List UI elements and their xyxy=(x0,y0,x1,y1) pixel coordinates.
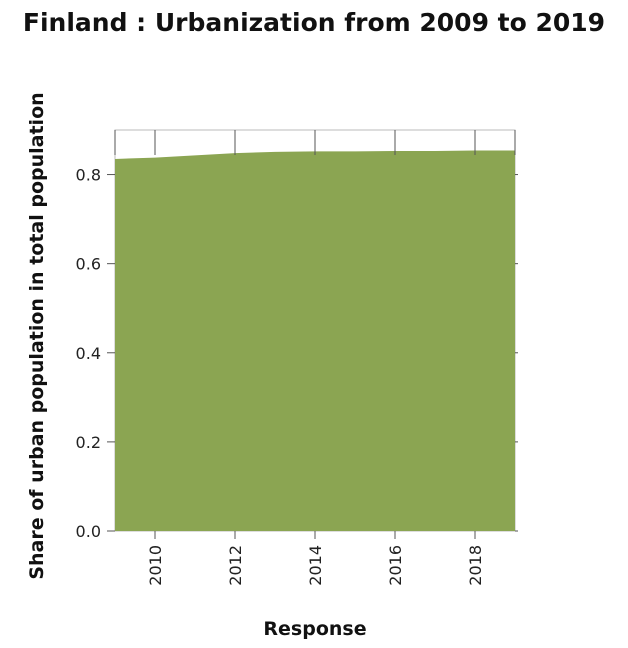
y-tick-label-1: 0.2 xyxy=(76,433,101,452)
x-tick-label-2014: 2014 xyxy=(306,545,325,586)
x-tick-label-2010: 2010 xyxy=(146,545,165,586)
plot-area: 2010 2012 2014 2016 2018 0.0 0.2 0.4 0.6 0.8 xyxy=(76,129,518,586)
x-tick-label-2018: 2018 xyxy=(466,545,485,586)
y-tick-label-4: 0.8 xyxy=(76,166,101,185)
x-tick-label-2016: 2016 xyxy=(386,545,405,586)
chart-title: Finland : Urbanization from 2009 to 2019 xyxy=(23,8,605,37)
y-tick-label-0: 0.0 xyxy=(76,522,101,541)
y-tick-label-3: 0.6 xyxy=(76,255,101,274)
x-tick-label-2012: 2012 xyxy=(226,545,245,586)
y-axis-label: Share of urban population in total popul… xyxy=(26,92,48,579)
area-series xyxy=(115,150,515,532)
x-axis-label: Response xyxy=(263,618,366,640)
y-tick-label-2: 0.4 xyxy=(76,344,101,363)
